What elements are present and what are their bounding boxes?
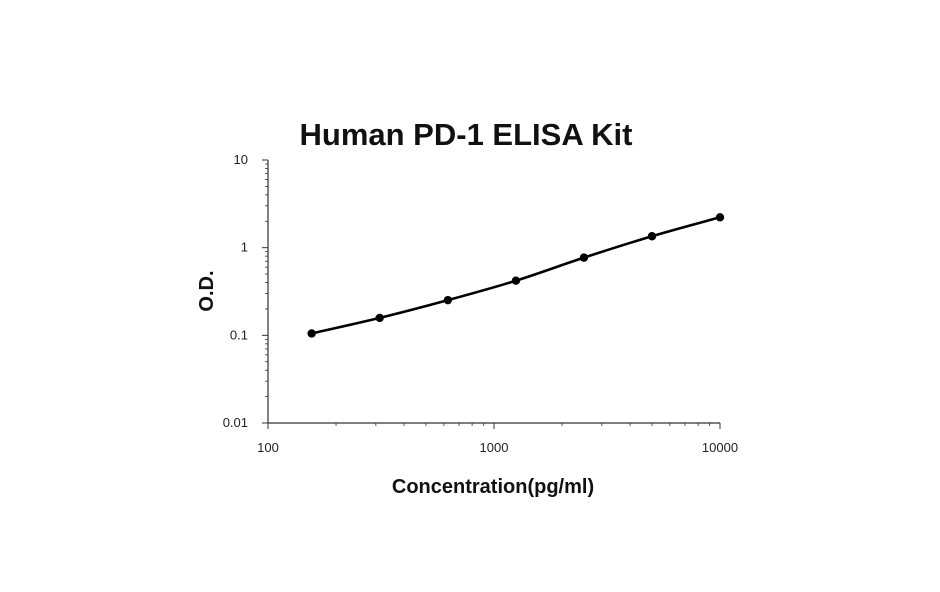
data-point bbox=[647, 232, 657, 241]
chart-title: Human PD-1 ELISA Kit bbox=[300, 117, 633, 152]
x-tick-label: 1000 bbox=[480, 440, 509, 455]
data-point bbox=[511, 276, 521, 285]
x-tick-label: 100 bbox=[257, 440, 279, 455]
series-line bbox=[311, 216, 721, 335]
data-point bbox=[375, 313, 384, 323]
x-tick-label: 10000 bbox=[702, 440, 738, 455]
tick-labels: 10 1 0.1 0.01 100 1000 10000 bbox=[223, 152, 738, 455]
y-tick-label: 0.01 bbox=[223, 415, 248, 430]
y-axis-title: O.D. bbox=[196, 270, 218, 311]
y-tick-label: 1 bbox=[241, 240, 248, 255]
data-series bbox=[307, 213, 725, 338]
y-tick-label: 10 bbox=[234, 152, 248, 167]
data-point bbox=[579, 253, 589, 262]
y-tick-label: 0.1 bbox=[230, 327, 248, 342]
data-point bbox=[307, 329, 316, 338]
axes bbox=[262, 159, 721, 429]
x-axis-title: Concentration(pg/ml) bbox=[392, 476, 594, 498]
data-point bbox=[443, 295, 453, 305]
data-point bbox=[715, 213, 725, 222]
